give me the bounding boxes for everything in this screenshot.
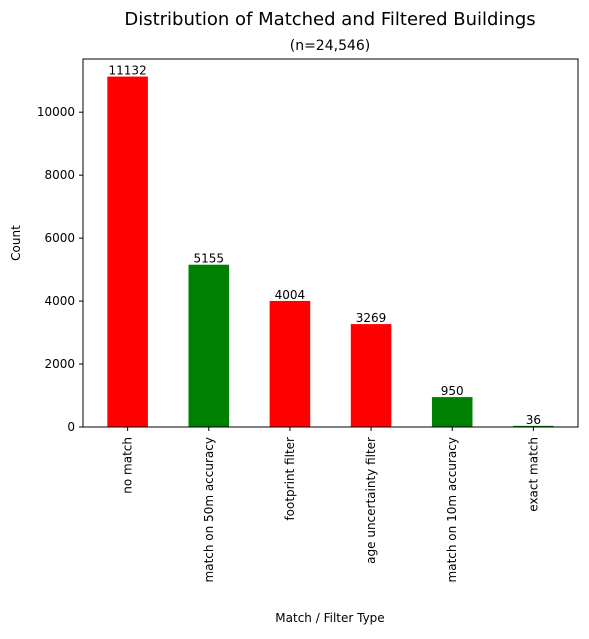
x-tick-label: age uncertainty filter: [364, 437, 378, 564]
bars-layer: [107, 76, 554, 427]
x-tick-label: no match: [121, 437, 135, 494]
bar-1: [188, 264, 230, 427]
x-tick-label: footprint filter: [283, 437, 297, 521]
x-tick-label: match on 10m accuracy: [445, 437, 459, 582]
x-tick-label: exact match: [526, 437, 540, 512]
x-tick-label: match on 50m accuracy: [202, 437, 216, 582]
data-label: 950: [441, 384, 464, 398]
data-label: 3269: [356, 311, 387, 325]
data-labels-layer: 11132 5155 4004 3269 950 36: [109, 64, 541, 427]
data-label: 5155: [194, 252, 225, 266]
data-label: 11132: [109, 64, 147, 78]
x-axis-label: Match / Filter Type: [275, 611, 384, 625]
y-tick-label: 8000: [44, 168, 75, 182]
plot-frame: [82, 58, 579, 428]
bar-0: [107, 76, 148, 427]
bar-3: [350, 324, 392, 427]
y-tick-label: 10000: [37, 105, 75, 119]
y-tick-label: 4000: [44, 294, 75, 308]
y-axis: 0 2000 4000 6000 8000 10000: [37, 105, 83, 434]
data-label: 4004: [275, 288, 306, 302]
data-label: 36: [526, 413, 541, 427]
y-tick-label: 2000: [44, 357, 75, 371]
y-tick-label: 0: [67, 420, 75, 434]
bar-5: [513, 425, 554, 427]
bar-4: [431, 397, 473, 427]
chart-subtitle: (n=24,546): [290, 38, 371, 54]
x-axis: no match match on 50m accuracy footprint f…: [121, 427, 540, 582]
bar-2: [269, 300, 311, 427]
y-tick-label: 6000: [44, 231, 75, 245]
chart-title: Distribution of Matched and Filtered Bui…: [124, 9, 535, 30]
y-axis-label: Count: [9, 225, 23, 261]
